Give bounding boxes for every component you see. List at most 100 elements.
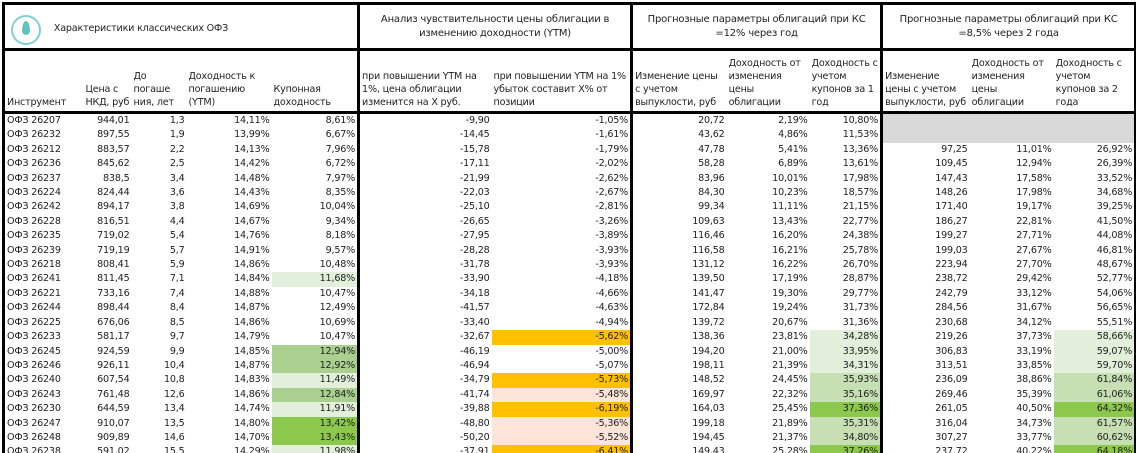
value-cell[interactable]: 37,36% [809, 402, 884, 417]
value-cell[interactable]: -33,40 [459, 316, 490, 328]
value-cell[interactable]: 16,22% [772, 259, 808, 271]
value-cell[interactable]: 13,4 [163, 403, 185, 415]
value-cell[interactable]: 230,68 [935, 316, 968, 328]
value-cell[interactable]: 26,39% [1053, 157, 1136, 172]
value-cell[interactable]: -3,93% [491, 243, 634, 259]
value-cell[interactable]: -1,05% [491, 112, 634, 129]
value-cell[interactable]: 944,01 [97, 115, 130, 126]
value-cell[interactable]: 910,07 [97, 417, 130, 429]
instrument-cell[interactable]: ОФЗ 26218 [2, 258, 84, 273]
value-cell[interactable]: 26,70% [809, 258, 884, 273]
value-cell[interactable]: 31,73% [809, 301, 884, 316]
value-cell[interactable]: 14,86% [234, 259, 270, 271]
value-cell[interactable]: -41,57 [459, 302, 490, 314]
value-cell[interactable]: 237,72 [881, 445, 970, 453]
value-cell[interactable]: 14,43% [234, 187, 270, 199]
value-cell[interactable]: 12,94% [271, 344, 361, 359]
value-cell[interactable]: 14,48% [234, 172, 270, 184]
value-cell[interactable]: 883,57 [97, 143, 130, 155]
value-cell[interactable]: 581,17 [97, 331, 130, 343]
value-cell[interactable]: 316,04 [935, 417, 968, 429]
value-cell[interactable]: -31,78 [459, 259, 490, 271]
value-cell[interactable]: 34,68% [1053, 186, 1136, 201]
value-cell[interactable]: 16,20% [772, 230, 808, 242]
value-cell[interactable]: -46,94 [459, 359, 490, 371]
value-cell[interactable]: 22,77% [809, 214, 884, 230]
value-cell[interactable]: 38,86% [1016, 374, 1052, 386]
value-cell[interactable]: -3,93% [491, 258, 634, 273]
value-cell[interactable]: 11,11% [772, 201, 808, 213]
value-cell[interactable]: 5,4 [169, 230, 185, 242]
value-cell[interactable]: 14,80% [234, 417, 270, 429]
value-cell[interactable]: 56,65% [1053, 301, 1136, 316]
value-cell[interactable]: 219,26 [935, 331, 968, 343]
value-cell[interactable]: 5,7 [169, 244, 185, 256]
value-cell[interactable]: 27,70% [1016, 259, 1052, 271]
value-cell[interactable]: 14,70% [234, 431, 270, 443]
value-cell[interactable]: 10,47% [271, 286, 361, 302]
value-cell[interactable]: 5,9 [169, 259, 185, 271]
value-cell[interactable]: 19,24% [772, 302, 808, 314]
value-cell[interactable]: 21,00% [772, 345, 808, 357]
value-cell[interactable]: 11,01% [1016, 143, 1052, 155]
instrument-cell[interactable]: ОФЗ 26239 [2, 243, 84, 259]
value-cell[interactable]: 14,83% [234, 374, 270, 386]
value-cell[interactable]: 307,27 [935, 431, 968, 443]
value-cell[interactable]: 12,49% [271, 301, 361, 316]
value-cell[interactable]: 16,21% [772, 244, 808, 256]
value-cell[interactable]: 48,67% [1053, 258, 1136, 273]
value-cell[interactable]: -46,19 [459, 345, 490, 357]
value-cell[interactable]: -27,95 [459, 230, 490, 242]
value-cell[interactable]: 13,99% [234, 129, 270, 141]
value-cell[interactable]: 644,59 [97, 403, 130, 415]
instrument-cell[interactable]: ОФЗ 26248 [2, 430, 84, 446]
value-cell[interactable]: 26,92% [1053, 142, 1136, 158]
value-cell[interactable]: -21,99 [459, 172, 490, 184]
value-cell[interactable]: 6,89% [778, 158, 808, 170]
instrument-cell[interactable]: ОФЗ 26241 [2, 272, 84, 287]
value-cell[interactable]: 60,62% [1053, 430, 1136, 446]
value-cell[interactable]: 46,81% [1053, 243, 1136, 259]
value-cell[interactable]: 4,4 [169, 215, 185, 227]
value-cell[interactable]: -5,48% [491, 387, 634, 403]
value-cell[interactable]: 242,79 [935, 287, 968, 299]
value-cell[interactable]: 59,07% [1053, 344, 1136, 359]
value-cell[interactable]: 10,48% [271, 258, 361, 273]
value-cell[interactable]: 8,61% [271, 112, 361, 129]
value-cell[interactable]: -5,73% [491, 373, 634, 388]
value-cell[interactable]: 29,42% [1016, 273, 1052, 285]
value-cell[interactable]: 223,94 [935, 259, 968, 271]
value-cell[interactable]: 1,9 [169, 129, 185, 141]
value-cell[interactable]: 11,53% [809, 128, 884, 143]
value-cell[interactable]: 761,48 [97, 388, 130, 400]
value-cell[interactable]: 33,95% [809, 344, 884, 359]
value-cell[interactable]: 14,86% [234, 388, 270, 400]
value-cell[interactable]: 19,17% [1016, 201, 1052, 213]
value-cell[interactable]: 10,01% [772, 172, 808, 184]
value-cell[interactable]: -6,19% [491, 402, 634, 417]
value-cell[interactable]: 13,43% [271, 430, 361, 446]
value-cell[interactable]: 8,35% [271, 186, 361, 201]
instrument-cell[interactable]: ОФЗ 26232 [2, 128, 84, 143]
value-cell[interactable]: 99,34 [698, 201, 725, 213]
value-cell[interactable]: 19,30% [772, 287, 808, 299]
value-cell[interactable]: 172,84 [692, 302, 725, 314]
value-cell[interactable]: -41,74 [459, 388, 490, 400]
value-cell[interactable]: 15,5 [131, 445, 187, 453]
value-cell[interactable]: 9,7 [169, 331, 185, 343]
value-cell[interactable]: -2,02% [491, 157, 634, 172]
value-cell[interactable]: 199,27 [935, 230, 968, 242]
value-cell[interactable]: 24,45% [772, 374, 808, 386]
value-cell[interactable]: 14,87% [234, 302, 270, 314]
value-cell[interactable]: 52,77% [1053, 272, 1136, 287]
value-cell[interactable]: 43,62 [698, 129, 725, 141]
value-cell[interactable]: 3,6 [169, 187, 185, 199]
value-cell[interactable]: 25,45% [772, 403, 808, 415]
value-cell[interactable]: 27,67% [1016, 244, 1052, 256]
value-cell[interactable]: 64,18% [1053, 445, 1136, 453]
value-cell[interactable]: 13,61% [809, 157, 884, 172]
value-cell[interactable]: 14,79% [234, 331, 270, 343]
value-cell[interactable]: 313,51 [935, 359, 968, 371]
value-cell[interactable]: -4,18% [491, 272, 634, 287]
value-cell[interactable]: 33,19% [1016, 345, 1052, 357]
